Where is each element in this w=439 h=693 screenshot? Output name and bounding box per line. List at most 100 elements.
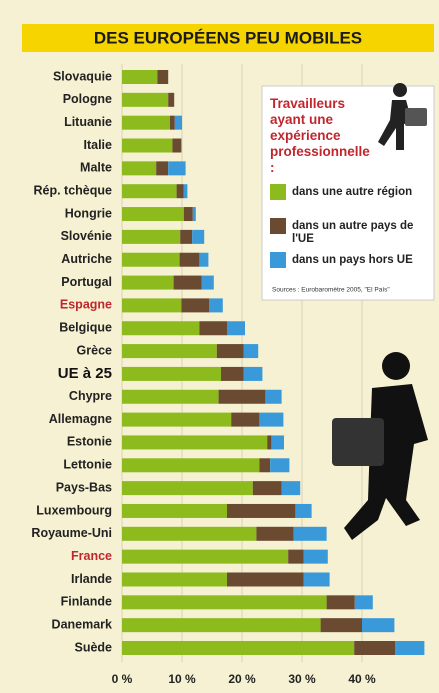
bar-segment [122, 298, 182, 313]
legend-label: dans une autre région [292, 186, 412, 198]
y-tick-label: France [71, 549, 112, 563]
bar-segment [201, 275, 214, 290]
bar-segment [122, 389, 219, 404]
bar-segment [122, 92, 169, 107]
y-tick-label: Portugal [61, 275, 112, 289]
bar-segment [122, 161, 157, 176]
bar-segment [122, 641, 355, 655]
legend-label: dans un pays hors UE [292, 254, 413, 266]
legend-label: dans un autre pays de l'UE [292, 220, 413, 245]
bar-segment [320, 618, 362, 633]
legend-swatch [270, 218, 286, 234]
y-tick-label: Chypre [69, 389, 112, 403]
bar-segment [122, 618, 321, 633]
y-tick-label: Lituanie [64, 115, 112, 129]
bar-segment [231, 412, 260, 427]
bar-segment [174, 115, 182, 130]
y-tick-label: Rép. tchèque [34, 183, 113, 197]
bar-segment [122, 549, 289, 564]
bar-segment [252, 481, 282, 496]
bar-segment [199, 321, 227, 336]
y-tick-label: Suède [74, 640, 112, 654]
x-tick-label: 30 % [288, 672, 316, 686]
bar-segment [122, 207, 184, 222]
y-tick-label: Hongrie [65, 206, 112, 220]
bar-segment [122, 252, 180, 267]
bar-segment [122, 138, 173, 153]
bar-segment [122, 595, 327, 610]
y-tick-label: Grèce [77, 343, 112, 357]
bar-segment [183, 184, 188, 199]
y-tick-label: Allemagne [49, 412, 112, 426]
x-tick-label: 10 % [168, 672, 196, 686]
bar-segment [259, 458, 271, 473]
bar-segment [227, 321, 245, 336]
bar-segment [265, 389, 282, 404]
bar-segment [122, 229, 181, 244]
y-tick-label: Finlande [61, 595, 112, 609]
y-tick-label: Belgique [59, 321, 112, 335]
bar-segment [227, 572, 304, 587]
bar-segment [303, 572, 330, 587]
chart-title: DES EUROPÉENS PEU MOBILES [94, 28, 362, 47]
y-tick-label: Italie [84, 138, 113, 152]
bar-segment [156, 161, 169, 176]
bar-segment [362, 618, 395, 633]
bar-segment [281, 481, 301, 496]
y-tick-label: Pologne [63, 92, 112, 106]
x-tick-label: 20 % [228, 672, 256, 686]
bar-segment [122, 412, 232, 427]
y-tick-label: UE à 25 [58, 365, 112, 382]
bar-segment [122, 321, 200, 336]
y-tick-label: Autriche [61, 252, 112, 266]
bar-segment [122, 115, 170, 130]
bar-segment [354, 641, 395, 655]
source: Sources : Eurobaromètre 2005, "El País" [272, 287, 390, 294]
bar-segment [122, 481, 253, 496]
y-tick-label: Royaume-Uni [31, 526, 112, 540]
bar-segment [181, 298, 209, 313]
bar-segment [172, 138, 182, 153]
bars [122, 70, 425, 655]
bar-segment [267, 435, 272, 450]
legend-swatch [270, 252, 286, 268]
bar-segment [227, 503, 296, 518]
legend-swatch [270, 184, 286, 200]
figure-large [332, 352, 428, 540]
bar-segment [216, 344, 244, 359]
bar-segment [170, 115, 175, 130]
bar-segment [395, 641, 425, 655]
bar-segment [199, 252, 209, 267]
bar-segment [122, 184, 177, 199]
y-tick-label: Luxembourg [36, 503, 112, 517]
bar-segment [157, 70, 169, 84]
bar-segment [122, 344, 217, 359]
y-tick-label: Pays-Bas [56, 480, 112, 494]
legend-title: Travailleurs ayant une expérience professio… [270, 96, 370, 175]
bar-segment [180, 229, 193, 244]
bar-segment [295, 503, 312, 518]
bar-segment [271, 435, 284, 450]
bar-segment [122, 526, 257, 541]
y-tick-label: Estonie [67, 435, 112, 449]
bar-segment [179, 252, 200, 267]
bar-segment [192, 229, 205, 244]
bar-segment [243, 344, 259, 359]
figure-small [378, 83, 427, 150]
bar-segment [218, 389, 266, 404]
bar-segment [122, 572, 227, 587]
bar-segment [326, 595, 355, 610]
y-tick-label: Malte [80, 161, 112, 175]
bar-segment [259, 412, 284, 427]
y-tick-label: Lettonie [63, 458, 112, 472]
bar-segment [192, 207, 196, 222]
bar-segment [209, 298, 223, 313]
legend: Travailleurs ayant une expérience professio… [270, 96, 413, 294]
bar-segment [122, 435, 268, 450]
bar-segment [243, 366, 263, 381]
bar-segment [173, 275, 202, 290]
title-band [22, 24, 434, 52]
bar-segment [168, 92, 175, 107]
bar-segment [122, 503, 227, 518]
